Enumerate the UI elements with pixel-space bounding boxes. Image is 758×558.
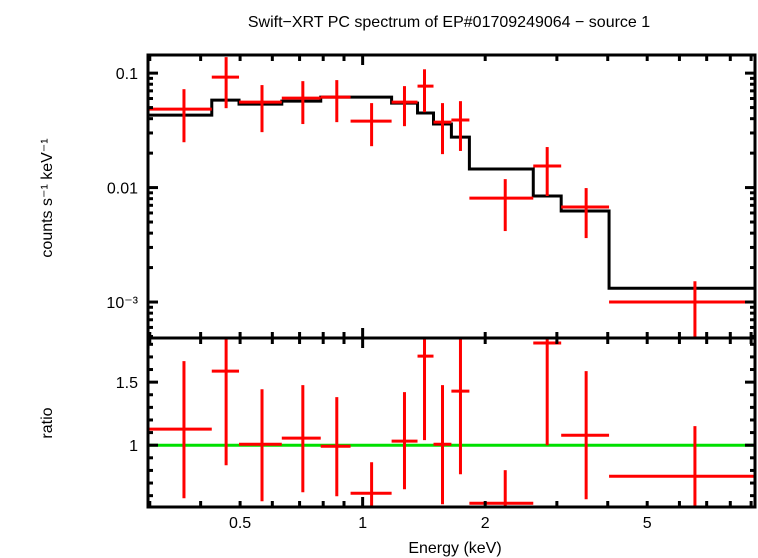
x-tick-label: 2 <box>481 515 490 532</box>
y-tick-label: 0.1 <box>116 66 138 83</box>
y-tick-label: 0.01 <box>107 181 138 198</box>
y-axis-label-ratio: ratio <box>39 407 56 438</box>
spectrum-panel <box>148 57 755 338</box>
model-step-line <box>148 95 755 290</box>
chart-title: Swift−XRT PC spectrum of EP#01709249064 … <box>248 14 650 31</box>
x-tick-label: 5 <box>643 515 652 532</box>
x-axis-label: Energy (keV) <box>408 540 501 557</box>
x-tick-label: 1 <box>358 515 367 532</box>
y-tick-label: 1.5 <box>116 375 138 392</box>
y-tick-label: 10⁻³ <box>106 295 138 312</box>
ratio-frame <box>146 336 757 509</box>
y-tick-label: 1 <box>129 438 138 455</box>
x-tick-label: 0.5 <box>229 515 251 532</box>
y-axis-label-spectrum: counts s⁻¹ keV⁻¹ <box>39 138 56 257</box>
ratio-panel <box>148 338 755 507</box>
spectrum-frame <box>146 53 757 340</box>
